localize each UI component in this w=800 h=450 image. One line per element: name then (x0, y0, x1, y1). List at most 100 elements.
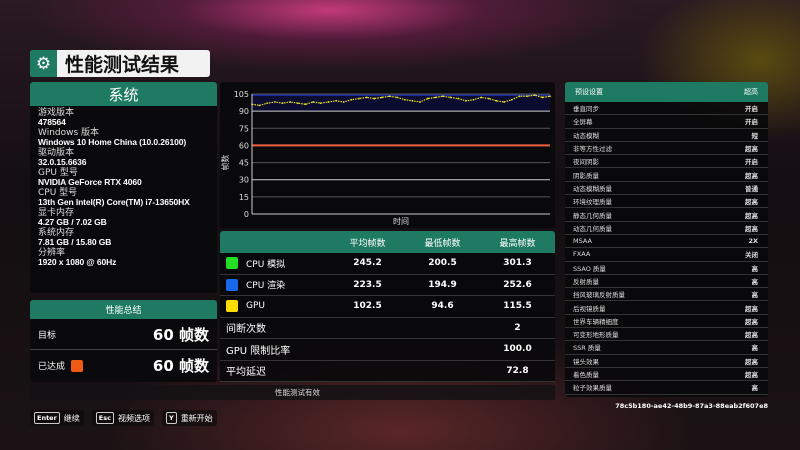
achieved-row: 已达成 60 帧数 (30, 350, 217, 381)
row-name: CPU 渲染 (246, 281, 286, 292)
gpu-fps-point (426, 97, 429, 100)
cell-avg: 245.2 (353, 258, 382, 269)
setting-name: 动态模糊质量 (573, 184, 612, 193)
setting-name: 全屏幕 (573, 118, 593, 127)
system-item-value: 13th Gen Intel(R) Core(TM) i7-13650HX (38, 197, 190, 207)
setting-name: 反射质量 (573, 278, 599, 286)
gpu-fps-point (312, 101, 315, 103)
y-tick-label: 0 (244, 210, 249, 219)
system-item-value: 478564 (38, 117, 66, 127)
system-item-value: 1920 x 1080 @ 60Hz (38, 257, 117, 267)
setting-value: 超高 (745, 331, 758, 340)
gpu-fps-point (419, 101, 422, 103)
setting-row: FXAA 关闭 (565, 248, 768, 262)
target-label: 目标 (38, 330, 57, 341)
row-name: GPU (246, 301, 265, 312)
gpu-fps-point (495, 99, 498, 102)
summary-heading: 性能总结 (30, 300, 217, 319)
system-item-label: GPU 型号 (38, 168, 78, 178)
key-cap: Enter (34, 412, 60, 424)
setting-value: 超高 (745, 198, 758, 207)
gpu-fps-point (358, 97, 360, 100)
setting-name: 镜头效果 (573, 357, 599, 366)
gpu-fps-point (289, 101, 292, 103)
gear-icon: ⚙ (30, 50, 57, 77)
fps-chart: 0 15 30 45 60 75 90 105 时间 帧数 (220, 82, 555, 228)
gpu-fps-point (319, 102, 322, 105)
setting-row: 可变形地形质量 超高 (565, 328, 768, 342)
setting-row: 阴影质量 超高 (565, 168, 768, 182)
cell-avg: 223.5 (353, 279, 382, 290)
gpu-fps-point (411, 99, 414, 102)
y-tick-label: 30 (239, 176, 249, 185)
setting-name: 阴影质量 (573, 171, 599, 180)
setting-row: 后视镜质量 超高 (565, 301, 768, 315)
setting-value: 短 (751, 131, 759, 140)
setting-row: SSAO 质量 高 (565, 262, 768, 275)
footer-y-button[interactable]: Y 重新开始 (161, 410, 217, 426)
gpu-fps-point (533, 94, 536, 97)
row-name-cell: CPU 渲染 (220, 278, 330, 291)
y-tick-label: 75 (239, 124, 249, 133)
setting-value: 开启 (745, 158, 758, 167)
settings-header: 预设设置 超高 (565, 82, 768, 102)
setting-value: 高 (751, 384, 759, 393)
cell-min: 194.9 (428, 279, 457, 290)
footer-enter-button[interactable]: Enter 继续 (30, 410, 84, 426)
gpu-fps-point (396, 96, 399, 99)
row-name: CPU 模拟 (246, 259, 286, 270)
system-item-value: 32.0.15.6636 (38, 157, 87, 167)
benchmark-id: 78c5b180-ae42-48b9-87a3-88eab2f607e8 (615, 402, 768, 410)
footer-esc-button[interactable]: Esc 视频选项 (91, 410, 154, 426)
gpu-fps-point (304, 103, 307, 106)
setting-row: 动态模糊 短 (565, 129, 768, 142)
gpu-fps-point (327, 101, 330, 103)
gpu-fps-point (510, 98, 513, 101)
setting-row: MSAA 2X (565, 235, 768, 249)
setting-value: 高 (751, 344, 759, 353)
gpu-fps-point (465, 99, 467, 102)
footer-controls: Enter 继续 Esc 视频选项 Y 重新开始 (30, 410, 217, 426)
gpu-fps-point (373, 97, 376, 100)
system-item-value: NVIDIA GeForce RTX 4060 (38, 177, 142, 187)
gpu-fps-point (335, 99, 337, 102)
setting-value: 超高 (745, 171, 758, 180)
gpu-fps-point (274, 101, 276, 103)
series-color-swatch (226, 300, 238, 313)
y-axis-label: 帧数 (220, 155, 230, 171)
achieved-swatch (71, 360, 84, 373)
setting-value: 超高 (745, 357, 758, 366)
setting-row: 反射质量 高 (565, 275, 768, 289)
gpu-fps-point (388, 95, 391, 98)
gpu-fps-point (281, 102, 284, 105)
system-item-value: 7.81 GB / 15.80 GB (38, 237, 112, 247)
setting-name: 非等方性过滤 (573, 145, 612, 154)
y-tick-label: 45 (239, 159, 249, 168)
setting-value: 高 (751, 264, 759, 273)
setting-name: 粒子效果质量 (573, 384, 612, 393)
cell-avg: 102.5 (353, 301, 382, 312)
system-item-label: 游戏版本 (38, 108, 75, 118)
system-item-value: 4.27 GB / 7.02 GB (38, 217, 107, 227)
row-label: 平均延迟 (226, 367, 266, 379)
system-item-label: 系统内存 (38, 228, 75, 238)
setting-name: 静态几何质量 (573, 211, 612, 220)
setting-name: 动态模糊 (573, 131, 599, 140)
row-value: 100.0 (503, 344, 532, 355)
gpu-fps-point (442, 95, 444, 98)
setting-value: 开启 (745, 105, 758, 114)
y-tick-label: 60 (239, 141, 249, 150)
gpu-fps-point (434, 96, 437, 99)
system-item-label: 分辨率 (38, 248, 66, 258)
gpu-fps-point (457, 97, 460, 100)
table-header: 平均帧数 最低帧数 最高帧数 (220, 231, 555, 253)
system-item-label: Windows 版本 (38, 128, 100, 138)
header-min: 最低帧数 (424, 238, 461, 249)
table-row: CPU 渲染 223.5 194.9 252.6 (220, 275, 555, 296)
cap-band (252, 94, 550, 97)
setting-value: 超高 (745, 317, 758, 326)
setting-row: 粒子效果质量 高 (565, 381, 768, 395)
y-tick-label: 105 (234, 90, 249, 99)
setting-name: FXAA (573, 250, 591, 259)
gpu-fps-point (380, 96, 383, 99)
